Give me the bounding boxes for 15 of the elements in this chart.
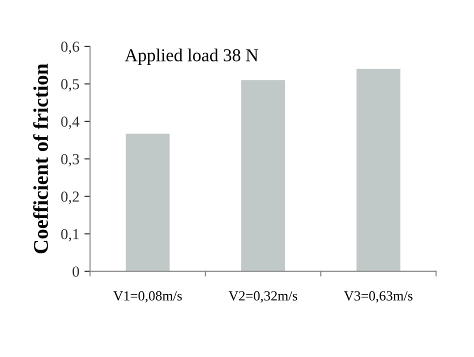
x-tick-label: V3=0,63m/s xyxy=(344,291,412,303)
y-tick-label: 0,5 xyxy=(61,79,80,92)
bar xyxy=(356,68,400,272)
chart-title: Applied load 38 N xyxy=(124,48,258,66)
y-tick-label: 0,6 xyxy=(61,42,80,54)
x-tick-label: V2=0,32m/s xyxy=(228,291,298,303)
bar xyxy=(241,80,285,272)
y-tick-label: 0,4 xyxy=(61,116,80,130)
y-tick-label: 0,2 xyxy=(61,191,79,204)
bar xyxy=(126,134,170,272)
y-tick-label: 0,1 xyxy=(61,228,79,242)
y-axis-title: Coefficient of friction xyxy=(33,64,48,254)
x-tick-label: V1=0,08m/s xyxy=(113,291,182,303)
y-tick-label: 0,3 xyxy=(61,154,80,167)
y-tick-label: 0 xyxy=(72,266,80,277)
